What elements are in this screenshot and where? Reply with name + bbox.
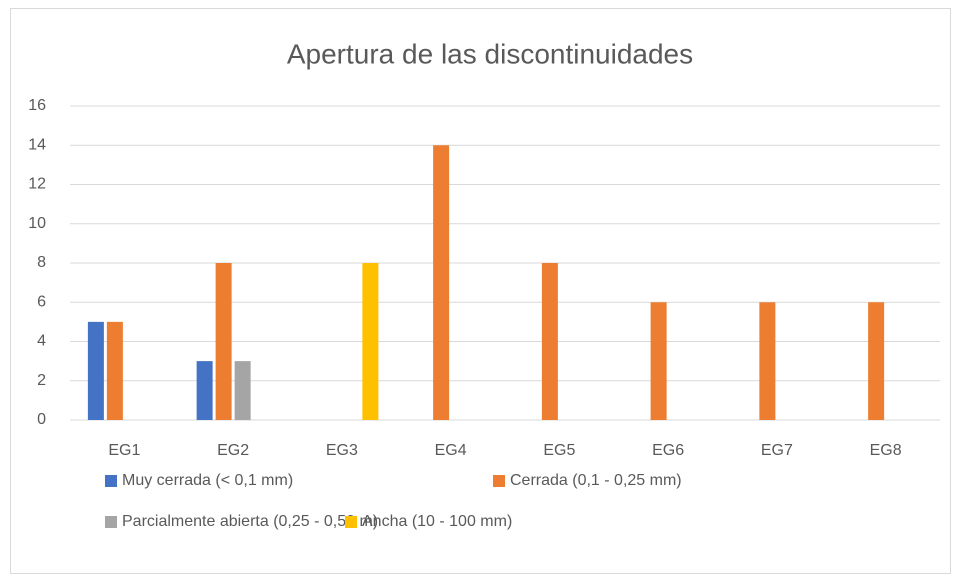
bar [541,263,558,420]
legend-label: Ancha (10 - 100 mm) [362,513,512,530]
legend-swatch [345,516,357,528]
y-tick-label: 2 [37,372,46,389]
y-tick-label: 10 [28,215,46,232]
y-tick-label: 14 [28,136,46,153]
bar [196,361,213,420]
x-tick-label: EG3 [326,442,358,459]
x-tick-label: EG8 [870,442,902,459]
y-tick-label: 16 [28,97,46,114]
bar [106,321,123,420]
bar [362,263,379,420]
legend-label: Cerrada (0,1 - 0,25 mm) [510,472,682,489]
x-tick-label: EG1 [108,442,140,459]
bar [759,302,776,420]
y-tick-label: 6 [37,293,46,310]
legend-swatch [493,475,505,487]
bar [234,361,251,420]
y-tick-label: 8 [37,254,46,271]
legend-label: Parcialmente abierta (0,25 - 0,50 m) [122,513,378,530]
y-tick-label: 0 [37,411,46,428]
bar [650,302,667,420]
x-tick-label: EG7 [761,442,793,459]
legend-swatch [105,516,117,528]
y-tick-label: 12 [28,176,46,193]
legend-swatch [105,475,117,487]
chart-border [10,8,951,574]
x-tick-label: EG5 [543,442,575,459]
bar [87,321,104,420]
bar [215,263,232,420]
x-tick-label: EG4 [435,442,467,459]
chart-title: Apertura de las discontinuidades [287,38,693,69]
x-tick-label: EG6 [652,442,684,459]
legend-label: Muy cerrada (< 0,1 mm) [122,472,293,489]
bar [868,302,885,420]
bar [433,145,450,420]
x-tick-label: EG2 [217,442,249,459]
y-tick-label: 4 [37,333,46,350]
